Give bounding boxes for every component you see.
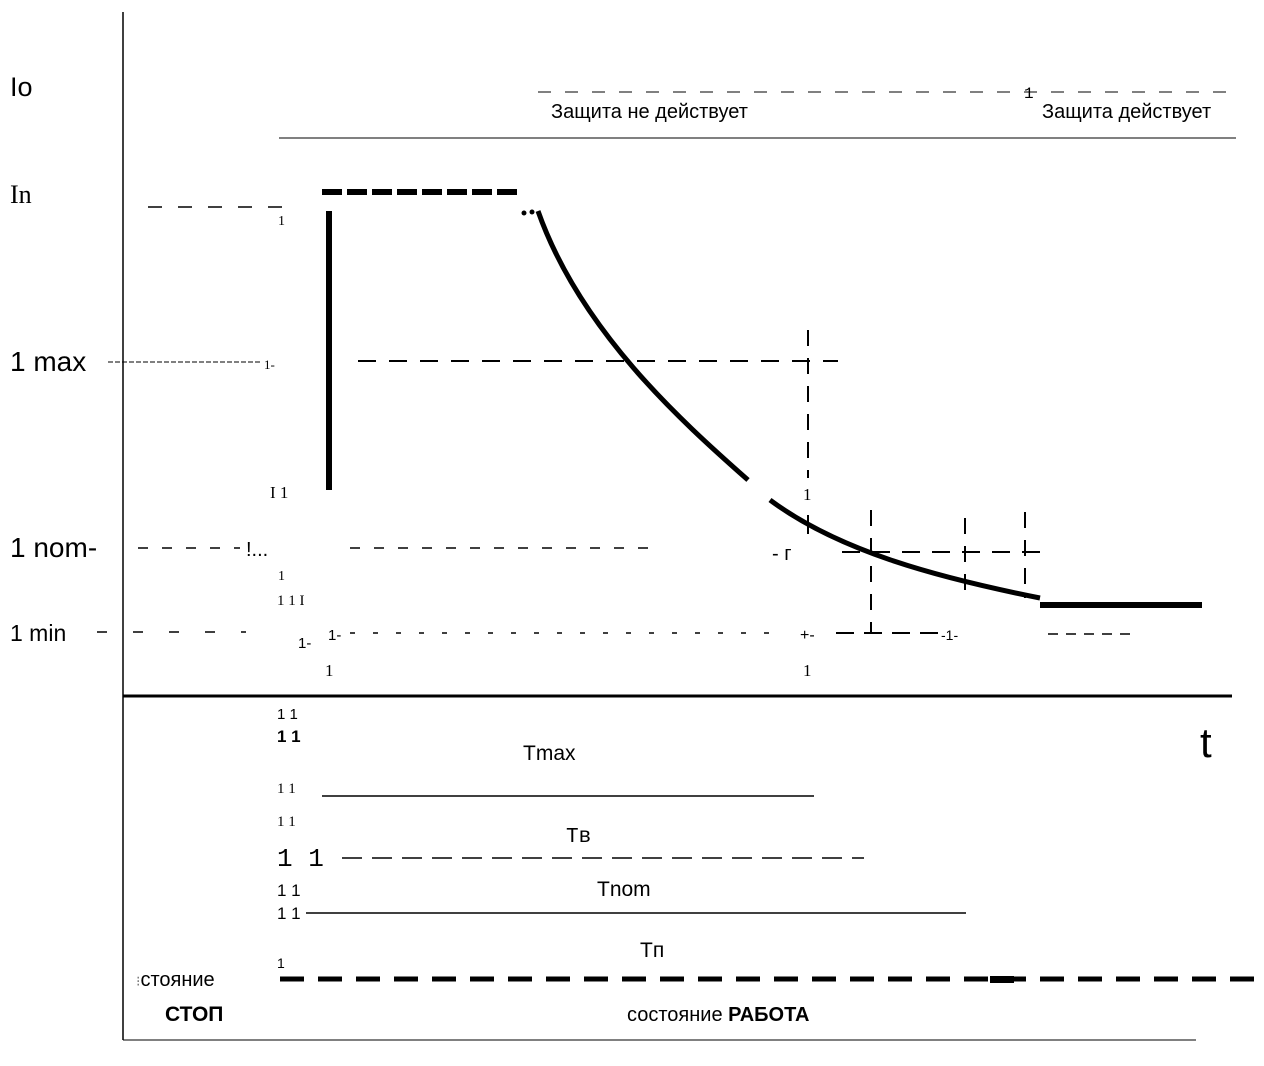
io-label: Io	[10, 72, 33, 102]
curve-dot-a	[521, 210, 527, 216]
protection-label: Защита действует	[1042, 101, 1211, 123]
state-mark	[990, 976, 1014, 983]
tick-r7: 1 1	[277, 904, 301, 923]
tp-label: Tп	[640, 939, 664, 962]
tick-r4: 1 1	[277, 814, 296, 830]
in-tick: 1	[278, 214, 285, 229]
work-state-label: состояние РАБОТА	[627, 1004, 810, 1026]
inom-mark: !...	[246, 539, 268, 561]
zone-tick: 1	[1024, 85, 1034, 103]
inom-label: 1 nom-	[10, 532, 97, 563]
bar-ticks: I 1	[270, 483, 288, 502]
tmax-end-tick-a: 1	[803, 485, 812, 504]
imax-tick: 1-	[264, 357, 275, 372]
work-state-word: состояние	[627, 1004, 723, 1026]
work-state-value: РАБОТА	[728, 1004, 809, 1026]
imax-label: 1 max	[10, 346, 86, 377]
t-label: t	[1200, 719, 1212, 766]
imin-cross: +-	[800, 627, 815, 644]
tick-r8: 1	[277, 955, 285, 971]
imin-tick-c: -1-	[941, 627, 958, 643]
in-label: In	[10, 180, 32, 209]
tick-r1: 1 1	[277, 706, 298, 723]
imin-tick: 1-	[298, 635, 311, 652]
tick-r3: 1 1	[277, 781, 296, 797]
imin-tick-b: 1-	[328, 627, 341, 644]
tmax-end-mark: - г	[772, 543, 792, 565]
current-decay-curve-tail	[768, 497, 1041, 601]
imin-label: 1 min	[10, 620, 66, 646]
inom-tick-a: 1	[278, 569, 285, 584]
tick-r6: 1 1	[277, 881, 301, 900]
current-decay-curve	[535, 210, 750, 482]
no-protection-label: Защита не действует	[551, 101, 748, 123]
tv-label: Tв	[566, 826, 591, 849]
tnom-label: Tnom	[597, 878, 651, 901]
inom-tick-b: 1 1 I	[277, 593, 305, 609]
stop-state-word: ⁝стояние	[136, 969, 215, 991]
below-tick-a: 1	[325, 661, 334, 680]
stop-state-value: СТОП	[165, 1003, 223, 1026]
curve-dot-b	[529, 209, 535, 215]
below-tick-b: 1	[803, 661, 812, 680]
tick-r2: 1 1	[277, 727, 301, 746]
tick-r5: 1 1	[277, 844, 324, 874]
tmax-label: Tmax	[523, 742, 576, 765]
